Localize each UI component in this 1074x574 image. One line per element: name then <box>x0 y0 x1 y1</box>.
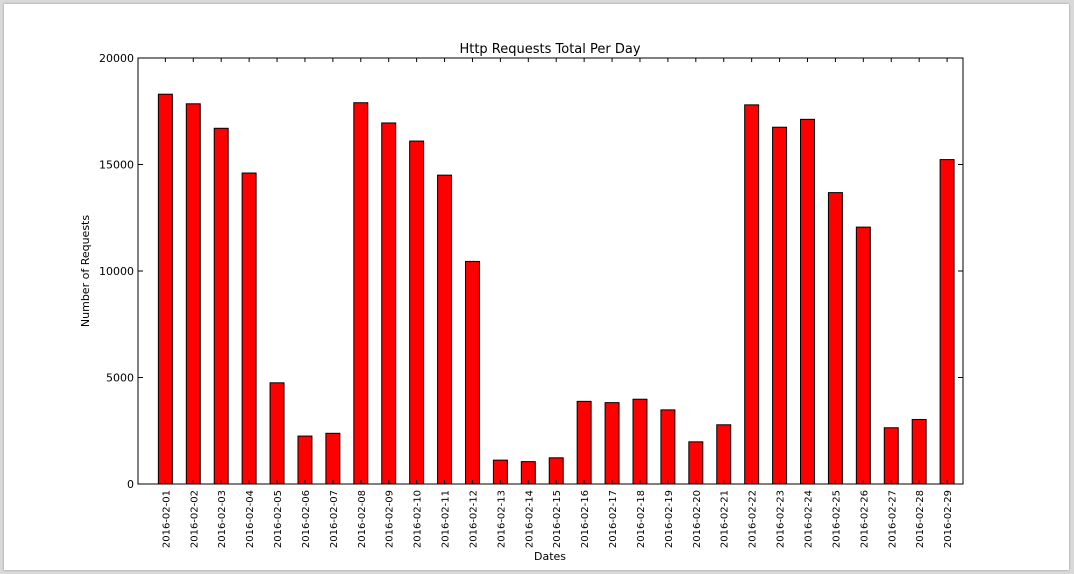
y-tick-label: 15000 <box>99 159 134 172</box>
bar-2016-02-20 <box>688 441 704 485</box>
bar-2016-02-09 <box>381 122 397 485</box>
bar-2016-02-25 <box>827 192 843 485</box>
x-tick-label: 2016-02-23 <box>776 490 787 548</box>
y-tick-label: 0 <box>127 478 134 491</box>
bars-layer <box>157 93 955 485</box>
x-tick-label: 2016-02-13 <box>496 490 507 548</box>
x-tick-label: 2016-02-16 <box>580 490 591 548</box>
x-tick-label: 2016-02-06 <box>301 490 312 548</box>
y-tick-label: 20000 <box>99 52 134 65</box>
bar-2016-02-04 <box>241 172 257 485</box>
bar-2016-02-08 <box>353 102 369 485</box>
bar-2016-02-01 <box>157 93 173 485</box>
x-tick-label: 2016-02-21 <box>720 490 731 548</box>
plot-area-border <box>137 57 964 485</box>
bar-2016-02-06 <box>297 435 313 485</box>
bar-2016-02-29 <box>939 159 955 485</box>
bar-2016-02-02 <box>185 103 201 485</box>
x-tick-label: 2016-02-29 <box>943 490 954 548</box>
x-tick-label: 2016-02-12 <box>468 490 479 548</box>
x-tick-label: 2016-02-02 <box>189 490 200 548</box>
bar-2016-02-18 <box>632 398 648 485</box>
bar-2016-02-22 <box>744 104 760 485</box>
x-tick-label: 2016-02-01 <box>161 490 172 548</box>
x-tick-label: 2016-02-18 <box>636 490 647 548</box>
y-tick-label: 10000 <box>99 265 134 278</box>
bar-2016-02-12 <box>464 260 480 485</box>
x-tick-label: 2016-02-03 <box>217 490 228 548</box>
x-tick-label: 2016-02-15 <box>552 490 563 548</box>
bar-2016-02-07 <box>325 432 341 485</box>
x-tick-label: 2016-02-04 <box>245 490 256 548</box>
x-tick-label: 2016-02-09 <box>385 490 396 548</box>
x-tick-label: 2016-02-07 <box>329 490 340 548</box>
x-tick-label: 2016-02-08 <box>357 490 368 548</box>
x-tick-label: 2016-02-17 <box>608 490 619 548</box>
bar-2016-02-17 <box>604 402 620 485</box>
x-tick-label: 2016-02-24 <box>803 490 814 548</box>
x-tick-label: 2016-02-10 <box>413 490 424 548</box>
bar-2016-02-11 <box>437 174 453 485</box>
y-tick-label: 5000 <box>106 372 134 385</box>
bar-2016-02-26 <box>855 226 871 485</box>
bar-2016-02-10 <box>409 140 425 485</box>
bar-2016-02-23 <box>772 126 788 485</box>
bar-2016-02-21 <box>716 424 732 485</box>
x-axis-label: Dates <box>534 550 566 563</box>
x-tick-label: 2016-02-11 <box>441 490 452 548</box>
chart-title: Http Requests Total Per Day <box>459 42 640 57</box>
x-tick-label: 2016-02-20 <box>692 490 703 548</box>
bar-2016-02-16 <box>576 400 592 485</box>
x-tick-label: 2016-02-05 <box>273 490 284 548</box>
bar-2016-02-19 <box>660 409 676 485</box>
x-tick-label: 2016-02-28 <box>915 490 926 548</box>
bar-2016-02-24 <box>800 118 815 485</box>
bar-2016-02-28 <box>911 418 927 485</box>
x-tick-label: 2016-02-26 <box>859 490 870 548</box>
y-axis-label: Number of Requests <box>79 215 92 327</box>
x-tick-label: 2016-02-19 <box>664 490 675 548</box>
bar-2016-02-27 <box>883 427 899 485</box>
x-tick-label: 2016-02-27 <box>887 490 898 548</box>
bar-2016-02-03 <box>213 127 229 485</box>
x-tick-label: 2016-02-25 <box>831 490 842 548</box>
x-ticks-layer: 2016-02-01 2016-02-02 2016-02-03 2016-02-04… <box>161 58 954 548</box>
bar-2016-02-05 <box>269 382 285 485</box>
x-tick-label: 2016-02-22 <box>748 490 759 548</box>
x-tick-label: 2016-02-14 <box>524 490 535 548</box>
